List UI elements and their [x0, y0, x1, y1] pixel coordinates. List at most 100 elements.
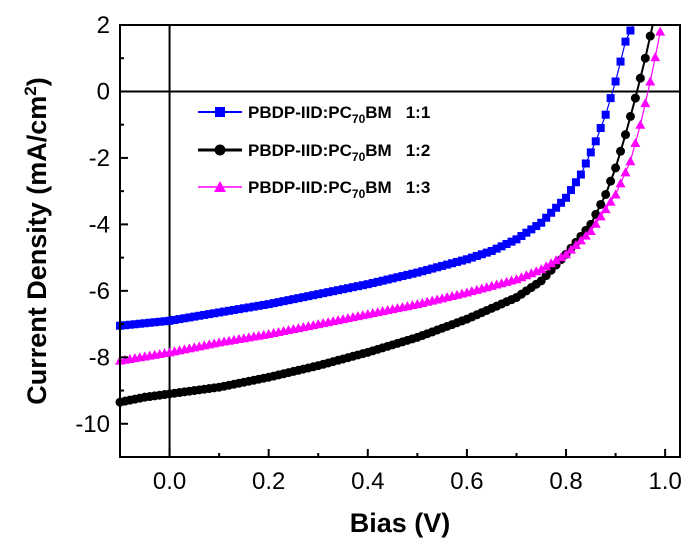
data-point: [249, 302, 258, 311]
y-axis-title-main: Current Density (mA/cm: [22, 96, 52, 405]
data-point: [522, 228, 531, 237]
data-point: [556, 252, 567, 262]
data-point: [541, 261, 552, 271]
data-point: [472, 251, 481, 260]
legend-marker-triangle: [214, 181, 226, 192]
data-point: [403, 270, 412, 279]
data-point: [353, 282, 362, 291]
x-tick-label: 0.6: [450, 468, 483, 495]
data-point: [234, 305, 243, 314]
data-point: [581, 159, 590, 168]
data-point: [215, 308, 224, 317]
data-point: [557, 198, 566, 207]
data-point: [512, 235, 521, 244]
series-1-2: [115, 24, 655, 407]
data-point: [630, 93, 640, 103]
data-point: [576, 170, 585, 179]
data-point: [625, 156, 636, 166]
data-point: [606, 94, 615, 103]
data-point: [160, 317, 169, 326]
data-point: [388, 274, 397, 283]
data-point: [348, 283, 357, 292]
series-1-1: [116, 24, 635, 330]
data-point: [477, 250, 486, 259]
data-point: [571, 178, 580, 187]
data-point: [170, 315, 179, 324]
data-point: [314, 290, 323, 299]
data-point: [334, 286, 343, 295]
y-tick-label: 0: [97, 78, 110, 105]
data-point: [443, 260, 452, 269]
axis-ticks: 0.0 0.2 0.4 0.6 0.8 1.0 2 0 -2 -4 -6 -8 -10: [75, 12, 682, 495]
data-point: [210, 309, 219, 318]
data-point: [625, 111, 635, 121]
y-tick-label: -8: [89, 344, 110, 371]
data-point: [570, 239, 581, 249]
data-point: [551, 255, 562, 265]
data-point: [565, 244, 576, 254]
data-point: [596, 199, 606, 209]
data-point: [452, 257, 461, 266]
series-layer: [115, 24, 666, 407]
data-point: [269, 299, 278, 308]
data-point: [615, 178, 626, 188]
data-point: [438, 261, 447, 270]
data-point: [299, 293, 308, 302]
data-point: [601, 189, 611, 199]
y-tick-label: -4: [89, 211, 110, 238]
y-tick-label: -10: [75, 411, 110, 438]
data-point: [383, 275, 392, 284]
legend-label-1-3: PBDP-IID:PC70BM 1:3: [248, 178, 430, 201]
data-point: [205, 310, 214, 319]
data-point: [200, 310, 209, 319]
data-point: [329, 287, 338, 296]
data-point: [457, 256, 466, 265]
data-point: [640, 98, 651, 108]
data-point: [220, 307, 229, 316]
data-point: [339, 285, 348, 294]
data-point: [309, 291, 318, 300]
data-point: [418, 267, 427, 276]
data-point: [580, 230, 591, 240]
data-point: [135, 319, 144, 328]
data-point: [363, 280, 372, 289]
x-tick-label: 0.4: [351, 468, 384, 495]
data-point: [225, 306, 234, 315]
series-1-3: [115, 26, 666, 365]
data-point: [606, 176, 616, 186]
x-tick-label: 1.0: [648, 468, 681, 495]
data-point: [150, 318, 159, 327]
data-point: [492, 244, 501, 253]
y-tick-label: -2: [89, 145, 110, 172]
data-point: [319, 289, 328, 298]
data-point: [542, 213, 551, 222]
data-point: [462, 255, 471, 264]
data-point: [155, 317, 164, 326]
y-tick-label: 2: [97, 12, 110, 39]
data-point: [650, 52, 661, 62]
data-point: [140, 319, 149, 328]
data-point: [497, 242, 506, 251]
data-point: [304, 292, 313, 301]
data-point: [120, 321, 129, 330]
data-point: [621, 37, 630, 46]
y-axis-title-close: ): [22, 77, 52, 86]
data-point: [616, 57, 625, 66]
data-point: [616, 146, 626, 156]
legend-label-1-2: PBDP-IID:PC70BM 1:2: [248, 141, 430, 164]
y-axis-title: Current Density (mA/cm2): [21, 77, 52, 405]
data-point: [423, 265, 432, 274]
data-point: [259, 300, 268, 309]
data-point: [398, 272, 407, 281]
data-point: [605, 196, 616, 206]
data-point: [610, 189, 621, 199]
data-point: [630, 137, 641, 147]
data-point: [239, 304, 248, 313]
data-point: [185, 313, 194, 322]
data-point: [145, 318, 154, 327]
data-point: [527, 225, 536, 234]
data-point: [590, 218, 601, 228]
data-point: [635, 119, 646, 129]
data-point: [294, 294, 303, 303]
data-point: [502, 239, 511, 248]
